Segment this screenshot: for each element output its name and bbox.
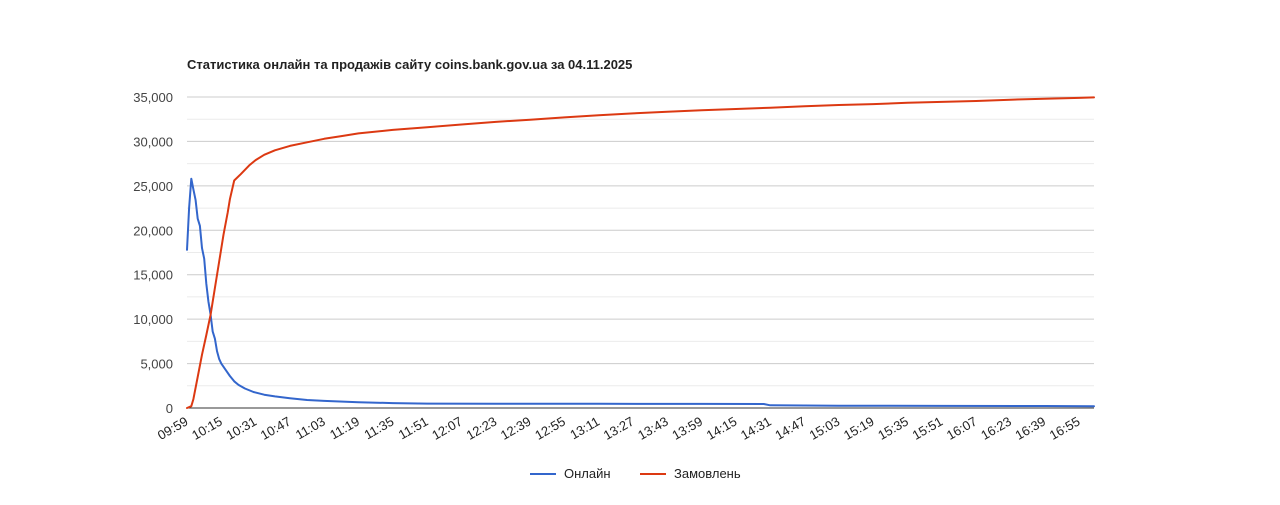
x-tick-label: 15:03 bbox=[807, 414, 843, 443]
y-tick-label: 5,000 bbox=[140, 357, 173, 372]
x-tick-label: 12:07 bbox=[429, 414, 465, 443]
series-lines bbox=[186, 96, 1095, 409]
x-tick-label: 11:03 bbox=[293, 414, 328, 443]
x-tick-label: 15:51 bbox=[910, 414, 946, 443]
x-tick-label: 12:55 bbox=[532, 414, 568, 443]
x-tick-label: 11:35 bbox=[361, 414, 396, 443]
x-tick-label: 13:27 bbox=[601, 414, 637, 443]
x-tick-label: 10:15 bbox=[189, 414, 225, 443]
x-tick-label: 12:23 bbox=[464, 414, 500, 443]
x-tick-label: 16:39 bbox=[1012, 414, 1048, 443]
x-tick-label: 15:19 bbox=[841, 414, 877, 443]
x-tick-label: 16:07 bbox=[944, 414, 980, 443]
chart-legend: Онлайн Замовлень bbox=[0, 466, 1280, 486]
y-tick-label: 15,000 bbox=[133, 268, 173, 283]
y-axis-labels: 0 5,000 10,000 15,000 20,000 25,000 30,000 35,0… bbox=[133, 90, 173, 416]
y-tick-label: 10,000 bbox=[133, 312, 173, 327]
y-tick-label: 30,000 bbox=[133, 134, 173, 149]
x-tick-label: 13:43 bbox=[635, 414, 671, 443]
x-tick-label: 14:47 bbox=[772, 414, 808, 443]
x-tick-label: 10:47 bbox=[258, 414, 294, 443]
y-tick-label: 25,000 bbox=[133, 179, 173, 194]
legend-swatch bbox=[530, 472, 556, 475]
x-tick-label: 14:15 bbox=[704, 414, 740, 443]
x-tick-label: 12:39 bbox=[498, 414, 534, 443]
x-tick-label: 11:19 bbox=[327, 414, 362, 443]
x-tick-label: 16:55 bbox=[1047, 414, 1083, 443]
legend-item[interactable]: Замовлень bbox=[640, 466, 741, 481]
x-tick-label: 10:31 bbox=[223, 414, 259, 443]
series-line bbox=[186, 177, 1095, 408]
x-tick-label: 16:23 bbox=[978, 414, 1014, 443]
x-tick-label: 14:31 bbox=[738, 414, 774, 443]
y-tick-label: 0 bbox=[166, 401, 173, 416]
x-tick-label: 15:35 bbox=[875, 414, 911, 443]
grid-lines bbox=[187, 96, 1094, 409]
y-tick-label: 35,000 bbox=[133, 90, 173, 105]
legend-label: Онлайн bbox=[564, 466, 611, 481]
x-tick-label: 13:59 bbox=[669, 414, 705, 443]
legend-item[interactable]: Онлайн bbox=[530, 466, 611, 481]
chart-title: Статистика онлайн та продажів сайту coin… bbox=[187, 57, 633, 72]
x-tick-label: 11:51 bbox=[396, 414, 431, 443]
legend-swatch bbox=[640, 472, 666, 475]
series-line bbox=[186, 96, 1095, 409]
legend-label: Замовлень bbox=[674, 466, 741, 481]
y-tick-label: 20,000 bbox=[133, 223, 173, 238]
x-tick-label: 09:59 bbox=[155, 414, 191, 443]
x-tick-label: 13:11 bbox=[567, 414, 602, 443]
